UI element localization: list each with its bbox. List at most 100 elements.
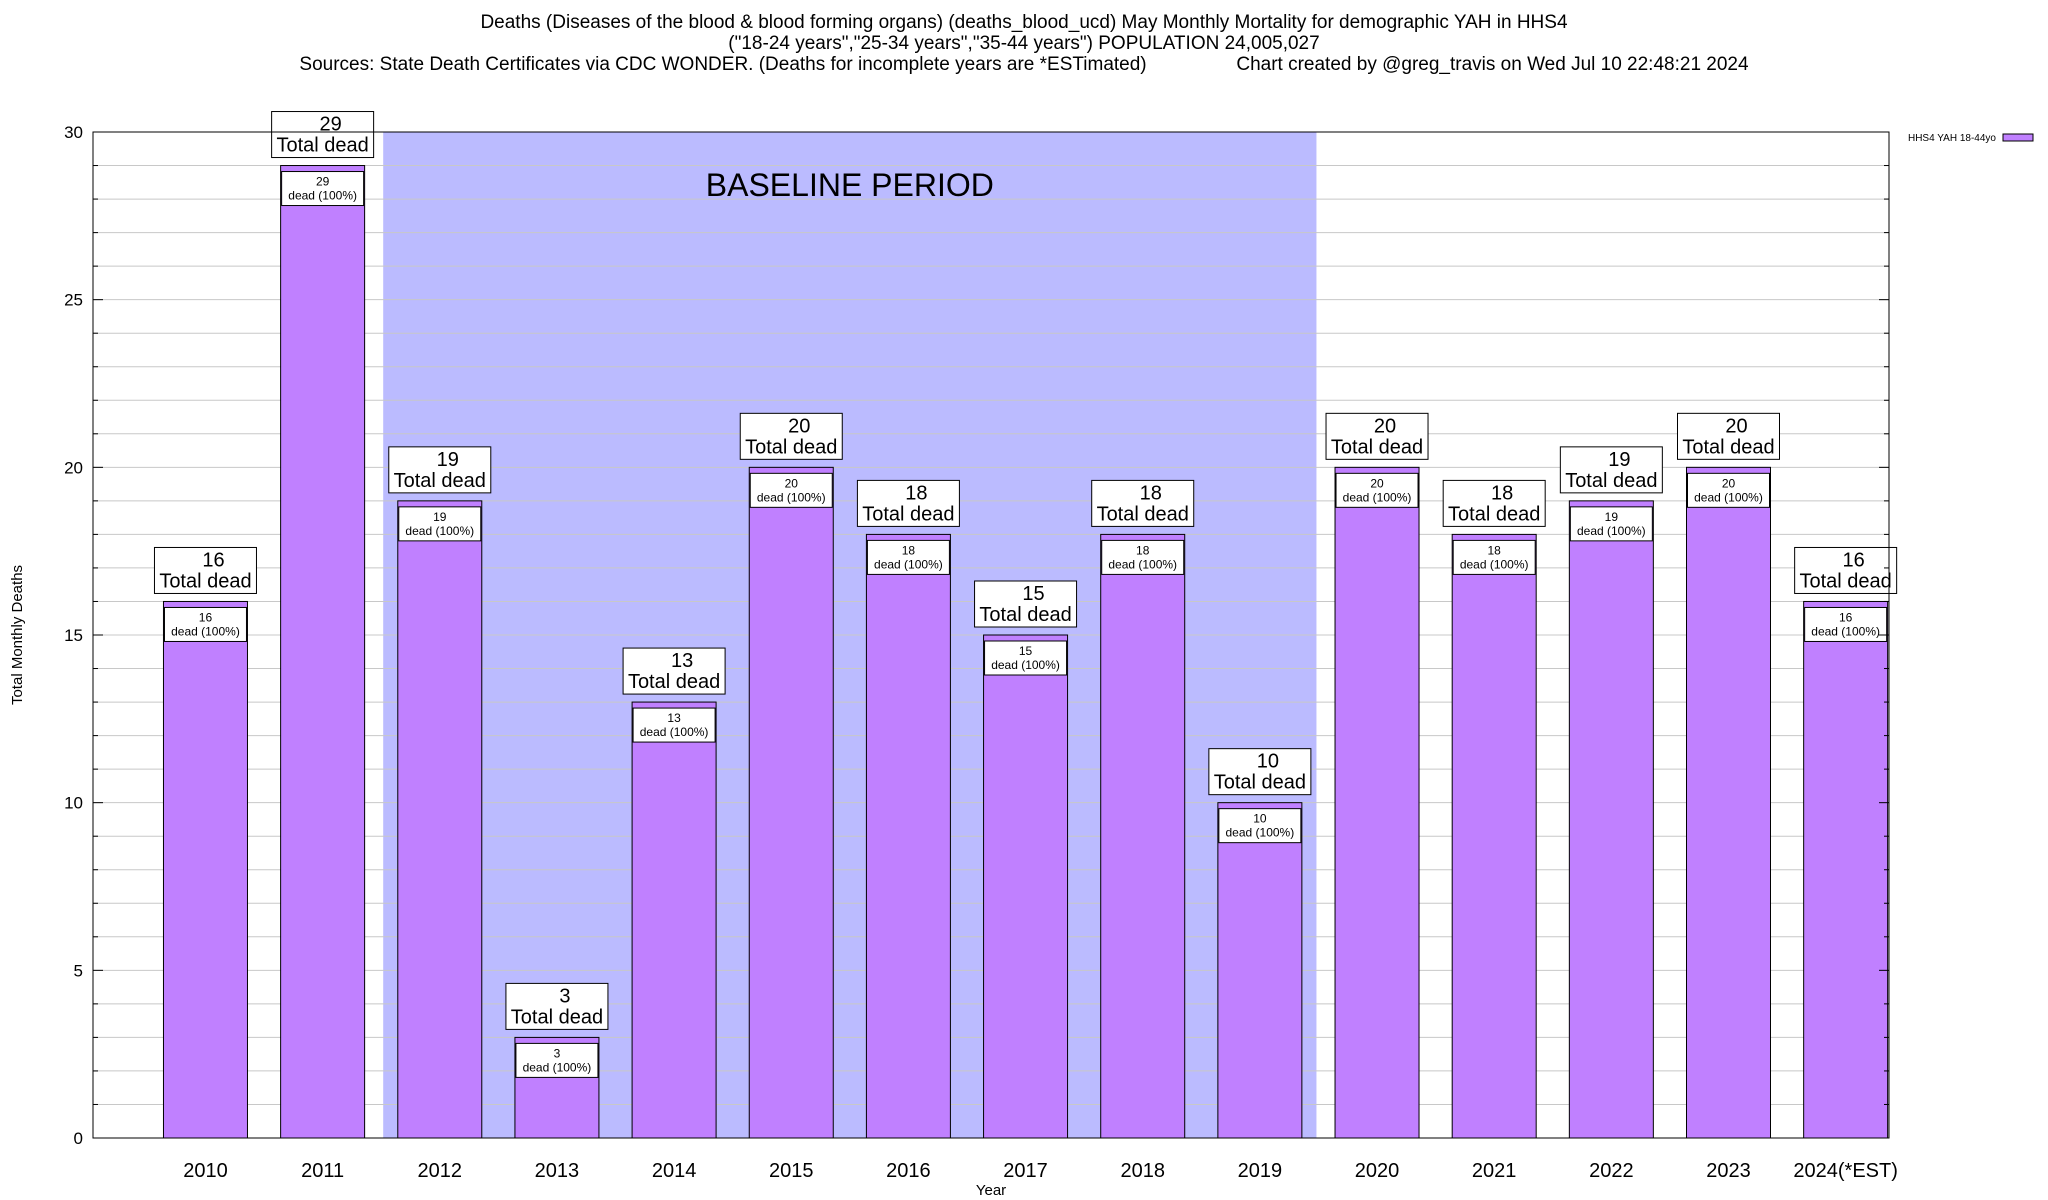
total-label-box	[974, 580, 1078, 628]
inner-label-value: 15	[1019, 644, 1033, 658]
inner-label-text: dead (100%)	[523, 1060, 592, 1074]
inner-label-text: dead (100%)	[1343, 490, 1412, 504]
inner-label-value: 20	[1722, 476, 1736, 490]
inner-label-text: dead (100%)	[171, 624, 240, 638]
inner-label-box	[281, 171, 365, 207]
inner-label-text: dead (100%)	[288, 189, 357, 203]
total-label-value: 20	[1725, 415, 1747, 437]
total-label-value: 16	[202, 549, 224, 571]
inner-label-value: 29	[316, 175, 330, 189]
total-label-box	[505, 982, 609, 1030]
total-label-text: Total dead	[511, 1006, 603, 1028]
total-label-value: 18	[1491, 482, 1513, 504]
inner-label-text: dead (100%)	[405, 524, 474, 538]
total-label-value: 19	[437, 449, 459, 471]
inner-label-value: 19	[433, 510, 447, 524]
total-label-text: Total dead	[159, 570, 251, 592]
total-label-box	[1676, 412, 1780, 460]
total-label-box	[622, 647, 726, 695]
total-label-box	[153, 546, 257, 594]
total-label-box	[856, 479, 960, 527]
total-label-text: Total dead	[745, 436, 837, 458]
inner-label-text: dead (100%)	[1108, 557, 1177, 571]
total-label-box	[1325, 412, 1429, 460]
inner-label-text: dead (100%)	[991, 658, 1060, 672]
y-tick-label: 25	[64, 291, 83, 310]
y-tick-label: 30	[64, 123, 83, 142]
inner-label-text: dead (100%)	[1577, 524, 1646, 538]
inner-label-text: dead (100%)	[640, 725, 709, 739]
total-label-text: Total dead	[1682, 436, 1774, 458]
y-axis-label: Total Monthly Deaths	[9, 565, 26, 705]
total-label-text: Total dead	[628, 671, 720, 693]
bar-2016	[865, 533, 951, 1139]
legend-entry-label: HHS4 YAH 18-44yo	[1908, 133, 1996, 144]
inner-label-value: 20	[785, 476, 799, 490]
bar-2024(*EST)	[1803, 600, 1889, 1139]
inner-label-box	[1218, 808, 1302, 844]
total-label-value: 13	[671, 650, 693, 672]
inner-label-box	[866, 539, 950, 575]
total-label-box	[1794, 546, 1898, 594]
x-tick-label: 2019	[1238, 1160, 1283, 1182]
bar-2010	[162, 600, 248, 1139]
x-tick-label: 2023	[1706, 1160, 1751, 1182]
total-label-value: 20	[1374, 415, 1396, 437]
inner-label-text: dead (100%)	[1694, 490, 1763, 504]
total-label-text: Total dead	[1214, 772, 1306, 794]
inner-label-value: 10	[1253, 812, 1267, 826]
x-tick-label: 2018	[1120, 1160, 1165, 1182]
total-label-text: Total dead	[862, 503, 954, 525]
chart-title: Deaths (Diseases of the blood & blood fo…	[480, 12, 1568, 33]
inner-label-box	[632, 707, 716, 743]
total-label-value: 18	[1140, 482, 1162, 504]
inner-label-box	[1452, 539, 1536, 575]
total-label-value: 10	[1257, 751, 1279, 773]
inner-label-box	[749, 472, 833, 508]
total-label-box	[1442, 479, 1546, 527]
inner-label-box	[1335, 472, 1419, 508]
inner-label-value: 18	[902, 543, 916, 557]
inner-label-value: 16	[199, 610, 213, 624]
total-label-text: Total dead	[394, 470, 486, 492]
x-tick-label: 2017	[1003, 1160, 1048, 1182]
inner-label-box	[984, 640, 1068, 676]
x-tick-label: 2010	[183, 1160, 228, 1182]
bar-2015	[748, 466, 834, 1139]
bar-2021	[1451, 533, 1537, 1139]
legend-swatch	[2002, 133, 2034, 142]
total-label-box	[739, 412, 843, 460]
total-label-value: 29	[320, 114, 342, 136]
total-label-box	[1091, 479, 1195, 527]
x-tick-label: 2016	[886, 1160, 931, 1182]
inner-label-value: 18	[1136, 543, 1150, 557]
total-label-box	[388, 446, 492, 494]
inner-label-value: 16	[1839, 610, 1853, 624]
x-tick-label: 2024(*EST)	[1793, 1160, 1898, 1182]
bar-2014	[631, 701, 717, 1139]
inner-label-box	[1804, 606, 1888, 642]
total-label-box	[271, 111, 375, 159]
inner-label-text: dead (100%)	[757, 490, 826, 504]
y-tick-label: 0	[74, 1129, 83, 1148]
total-label-text: Total dead	[1097, 503, 1189, 525]
x-tick-label: 2013	[535, 1160, 580, 1182]
x-tick-label: 2014	[652, 1160, 697, 1182]
bar-2019	[1217, 802, 1303, 1139]
total-label-text: Total dead	[1800, 570, 1892, 592]
inner-label-text: dead (100%)	[1226, 826, 1295, 840]
x-tick-label: 2022	[1589, 1160, 1634, 1182]
x-tick-label: 2011	[301, 1160, 344, 1182]
total-label-value: 20	[788, 415, 810, 437]
inner-label-box	[398, 506, 482, 542]
x-tick-label: 2021	[1472, 1160, 1517, 1182]
total-label-box	[1208, 748, 1312, 796]
bar-2011	[280, 165, 366, 1139]
total-label-text: Total dead	[1448, 503, 1540, 525]
inner-label-text: dead (100%)	[874, 557, 943, 571]
baseline-period-label: BASELINE PERIOD	[706, 167, 994, 203]
bar-2022	[1568, 500, 1654, 1139]
x-axis-label: Year	[976, 1182, 1006, 1199]
y-tick-label: 10	[64, 794, 83, 813]
